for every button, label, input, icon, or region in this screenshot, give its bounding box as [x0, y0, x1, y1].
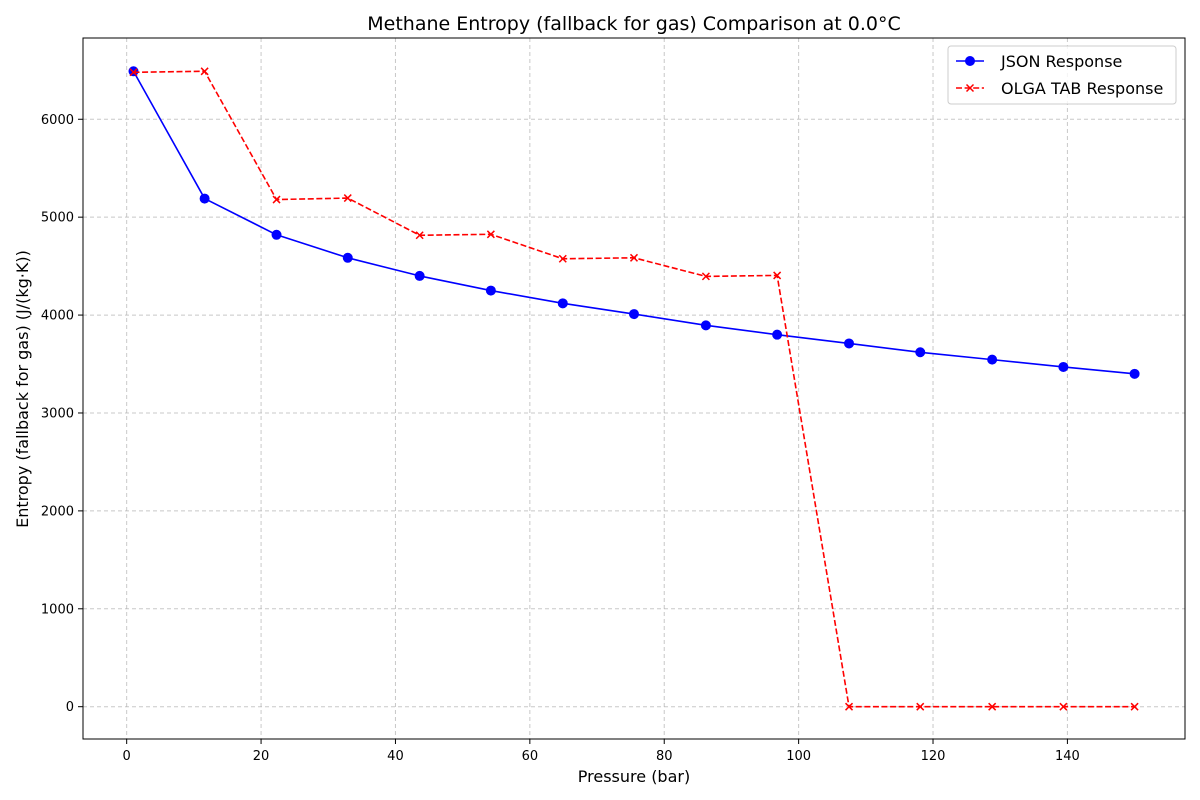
- series-1-point: [629, 309, 639, 320]
- series-1-point: [557, 298, 568, 309]
- series-2-point: [1130, 702, 1139, 711]
- series-1-point: [915, 347, 926, 358]
- series-2-point-stroke: [1130, 702, 1139, 711]
- series-1-point: [700, 320, 711, 331]
- series-1-point: [1129, 368, 1140, 379]
- legend-marker-stroke: [965, 83, 975, 93]
- series-2: [129, 67, 1139, 711]
- series-2-point: [272, 195, 281, 204]
- series-2-point-stroke: [773, 271, 782, 280]
- series-2-point-stroke: [629, 253, 639, 262]
- x-tick-label: 20: [253, 749, 270, 764]
- series-2-point-stroke: [486, 230, 495, 239]
- y-tick-label: 6000: [41, 113, 74, 128]
- y-tick-label: 0: [66, 700, 74, 715]
- y-tick-label: 5000: [41, 211, 74, 226]
- plot-frame: [82, 37, 1186, 740]
- y-tick-label: 2000: [41, 504, 74, 519]
- series-2-point: [558, 254, 567, 263]
- y-tick-label: 3000: [41, 406, 74, 421]
- series-2-point-stroke: [129, 68, 138, 77]
- series-2-point-stroke: [415, 231, 424, 240]
- legend-box: [947, 45, 1177, 105]
- x-tick-label: 120: [921, 749, 946, 764]
- legend-marker: [965, 83, 975, 93]
- series-2-point-stroke: [200, 67, 209, 76]
- chart-title: Methane Entropy (fallback for gas) Compa…: [367, 13, 900, 35]
- x-tick-label: 80: [656, 749, 673, 764]
- series-2-point-stroke: [558, 254, 567, 263]
- series-2-point-stroke: [701, 272, 710, 281]
- series-2-point-stroke: [916, 702, 925, 711]
- series-2-point: [701, 272, 710, 281]
- series-2-point: [200, 67, 209, 76]
- series-1-point: [844, 338, 855, 349]
- series-1-point: [1058, 361, 1069, 372]
- series-2-point: [916, 702, 925, 711]
- series-2-point: [629, 253, 639, 262]
- series-2-point-stroke: [844, 702, 854, 711]
- series-1-point: [342, 252, 353, 263]
- legend-item-2: OLGA TAB Response: [956, 79, 1163, 98]
- legend-marker: [965, 56, 975, 66]
- legend-label: OLGA TAB Response: [1001, 79, 1163, 98]
- y-axis-ticks: 0 1000 2000 3000 4000 5000 6000: [41, 113, 83, 715]
- grid-lines: [83, 38, 1185, 739]
- series-2-point-stroke: [1059, 702, 1068, 711]
- x-axis-ticks: 0 20 40 60 80 100 120 140: [123, 739, 1080, 764]
- x-tick-label: 0: [123, 749, 131, 764]
- series-1-point: [271, 229, 282, 240]
- legend-label: JSON Response: [1000, 52, 1122, 71]
- y-axis-label: Entropy (fallback for gas) (J/(kg·K)): [13, 250, 32, 528]
- series-1-point: [485, 285, 496, 296]
- series-1-point: [199, 193, 210, 204]
- series-2-point: [988, 702, 997, 711]
- series-2-point: [343, 194, 352, 203]
- series-2-point-stroke: [272, 195, 281, 204]
- series-layer: [128, 66, 1140, 711]
- series-2-point-stroke: [343, 194, 352, 203]
- x-axis-label: Pressure (bar): [578, 767, 690, 786]
- x-tick-label: 100: [786, 749, 811, 764]
- series-1-point: [772, 329, 783, 340]
- y-tick-label: 1000: [41, 602, 74, 617]
- series-1-point: [987, 354, 998, 365]
- series-2-point-stroke: [988, 702, 997, 711]
- series-2-point: [415, 231, 424, 240]
- series-2-point: [773, 271, 782, 280]
- x-tick-label: 60: [522, 749, 539, 764]
- series-2-point: [1059, 702, 1068, 711]
- x-tick-label: 40: [387, 749, 404, 764]
- series-1-point: [414, 270, 425, 281]
- y-tick-label: 4000: [41, 309, 74, 324]
- series-2-point: [486, 230, 495, 239]
- x-tick-label: 140: [1055, 749, 1080, 764]
- series-2-point: [129, 68, 138, 77]
- legend: JSON Response OLGA TAB Response: [947, 45, 1177, 105]
- legend-item-1: JSON Response: [956, 52, 1122, 71]
- series-2-point: [844, 702, 854, 711]
